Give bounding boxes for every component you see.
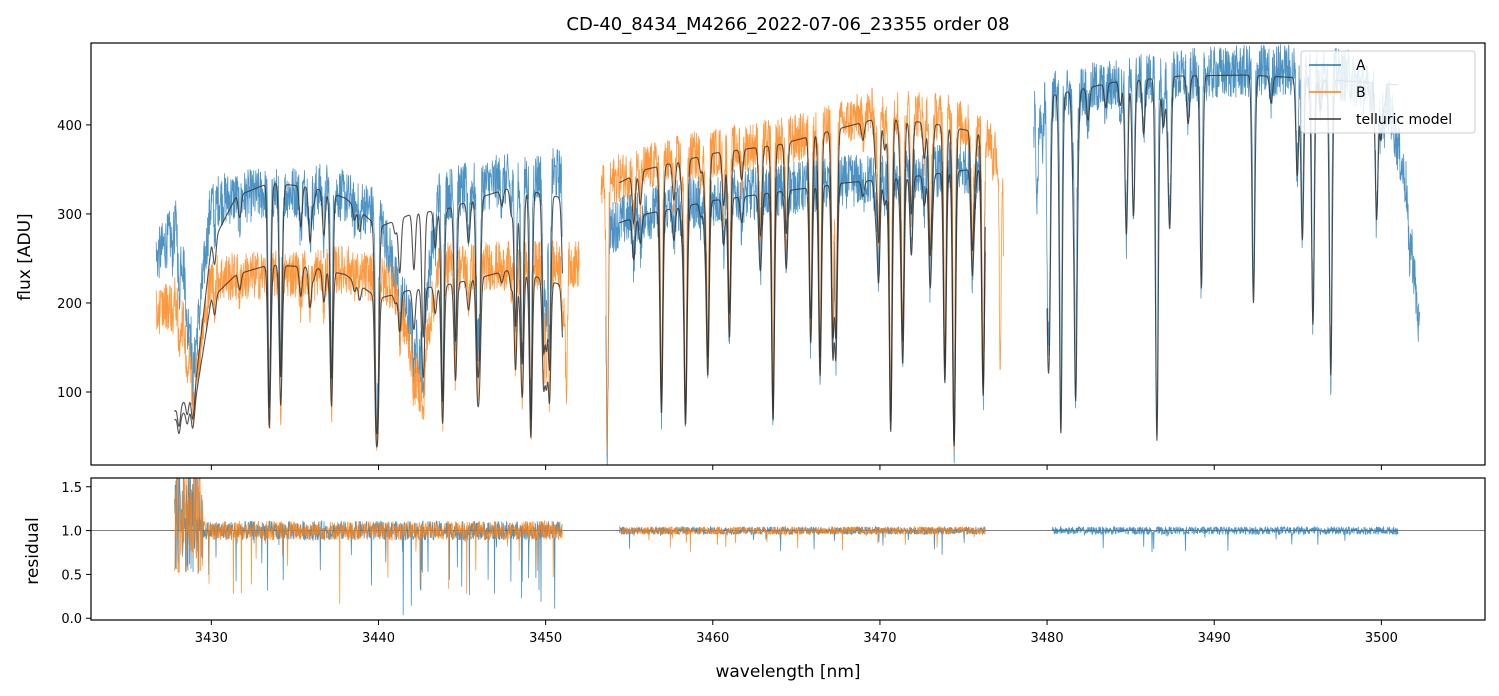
spectrum-b-segment-1 bbox=[600, 87, 1004, 452]
legend: A B telluric model bbox=[1300, 50, 1476, 134]
telluric-model-line-0 bbox=[174, 183, 563, 435]
x-tick-label: 3460 bbox=[696, 631, 729, 646]
flux-panel: 100 200 300 400 flux [ADU] A B telluric mod… bbox=[15, 42, 1486, 470]
y-tick-label: 0.5 bbox=[61, 568, 82, 583]
flux-panel-frame bbox=[90, 42, 1486, 466]
x-tick-label: 3500 bbox=[1365, 631, 1398, 646]
residual-b-segment-1 bbox=[618, 525, 986, 553]
x-tick-label: 3490 bbox=[1198, 631, 1231, 646]
legend-label-b: B bbox=[1356, 85, 1366, 101]
x-tick-label: 3440 bbox=[362, 631, 395, 646]
residual-a-segment-2 bbox=[1051, 525, 1399, 553]
telluric-model-line-1 bbox=[174, 264, 563, 448]
chart-title: CD-40_8434_M4266_2022-07-06_23355 order … bbox=[566, 14, 1009, 35]
residual-axis-label: residual bbox=[23, 517, 43, 584]
residual-panel-frame bbox=[90, 477, 1486, 621]
wavelength-axis-label: wavelength [nm] bbox=[715, 662, 860, 682]
y-tick-label: 100 bbox=[57, 386, 82, 401]
legend-label-a: A bbox=[1356, 58, 1366, 74]
legend-label-telluric: telluric model bbox=[1356, 112, 1452, 128]
x-tick-label: 3480 bbox=[1031, 631, 1064, 646]
spectrum-b-segment-0 bbox=[155, 240, 580, 451]
spectrum-a-segment-0 bbox=[155, 148, 563, 431]
residual-b-segment-0 bbox=[174, 478, 563, 605]
x-tick-label: 3430 bbox=[195, 631, 228, 646]
y-tick-label: 200 bbox=[57, 297, 82, 312]
legend-box bbox=[1300, 50, 1476, 134]
y-tick-label: 0.0 bbox=[61, 612, 82, 627]
flux-axis-label: flux [ADU] bbox=[15, 213, 35, 300]
y-tick-label: 400 bbox=[57, 119, 82, 134]
y-tick-label: 1.0 bbox=[61, 525, 82, 540]
telluric-model-line-2 bbox=[618, 169, 986, 447]
x-tick-label: 3450 bbox=[529, 631, 562, 646]
telluric-model-line-3 bbox=[618, 119, 986, 442]
residual-panel: 3430 3440 3450 3460 3470 3480 3490 3500 0.0 0.5 1.… bbox=[23, 477, 1486, 682]
y-tick-label: 300 bbox=[57, 208, 82, 223]
y-tick-label: 1.5 bbox=[61, 481, 82, 496]
x-tick-label: 3470 bbox=[863, 631, 896, 646]
